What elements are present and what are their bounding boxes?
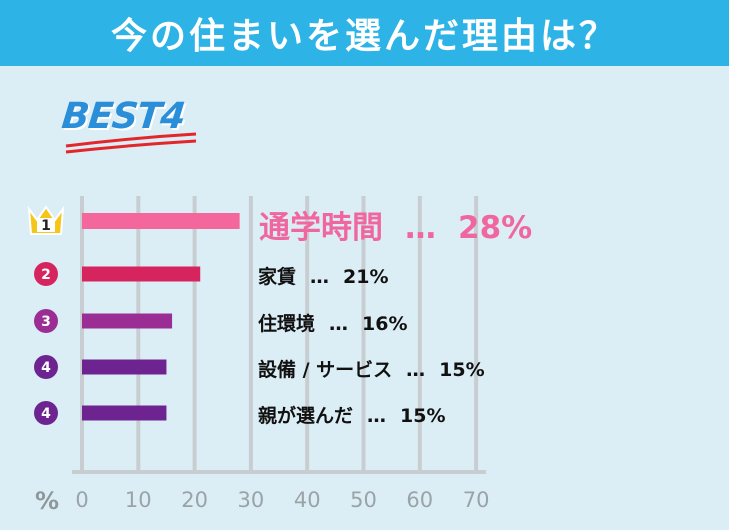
value-label: 15% [439,359,485,382]
category-label: 親が選んだ … 15% [258,401,446,428]
bar [82,213,240,229]
separator: … [310,266,330,289]
rank-number: 4 [41,406,51,422]
category-name: 住環境 [258,313,316,336]
category-label: 住環境 … 16% [258,309,408,336]
bar [82,313,173,329]
rank-icon [34,401,58,425]
rank-icon [34,309,58,333]
x-tick-label: 40 [294,488,321,512]
category-label: 通学時間 … 28% [259,202,532,247]
separator: … [406,359,426,382]
page-title: 今の住まいを選んだ理由は？ [110,16,618,57]
x-tick-label: 30 [238,488,265,512]
x-tick-label: 20 [181,488,208,512]
unit-label: % [35,487,59,515]
x-tick-label: 10 [125,488,152,512]
separator: … [329,313,349,336]
bar [82,266,201,282]
x-tick-label: 70 [463,488,490,512]
bar [82,405,167,421]
rank-icon [34,262,58,286]
category-name: 通学時間 [259,209,383,246]
category-name: 設備 / サービス [258,359,393,382]
rank-number: 1 [41,218,51,234]
header-banner: 今の住まいを選んだ理由は？ [0,0,729,66]
x-tick-label: 0 [75,488,88,512]
category-label: 家賃 … 21% [258,262,389,289]
value-label: 21% [343,266,389,289]
bar [82,359,167,375]
x-tick-label: 50 [350,488,377,512]
crown-icon-plate [37,218,55,232]
value-label: 16% [362,313,408,336]
separator: … [367,405,387,428]
value-label: 28% [458,209,533,246]
separator: … [405,209,436,246]
rank-number: 4 [41,360,51,376]
rank-number: 2 [41,267,51,283]
category-name: 親が選んだ [258,405,354,428]
x-tick-label: 60 [406,488,433,512]
rank-icon [34,355,58,379]
category-label: 設備 / サービス … 15% [258,355,485,382]
value-label: 15% [400,405,446,428]
rank-number: 3 [41,314,51,330]
category-name: 家賃 [258,266,297,289]
